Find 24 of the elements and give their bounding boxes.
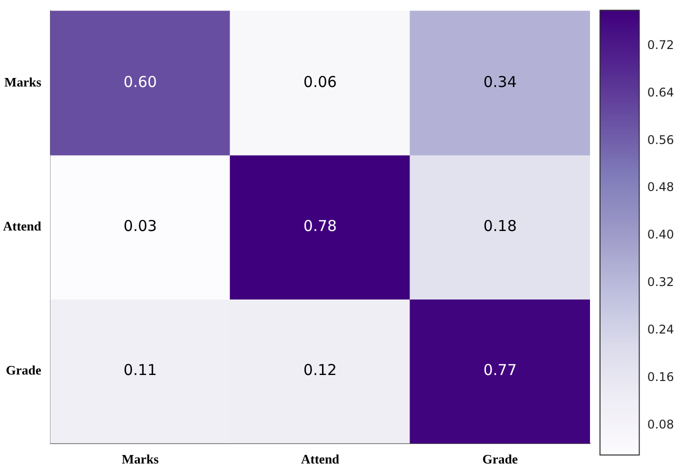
data-label: 0.03 xyxy=(124,216,157,235)
color-bar-label: 0.64 xyxy=(647,85,674,100)
data-label: 0.06 xyxy=(303,72,337,91)
x-tick-label: Attend xyxy=(301,452,340,467)
data-label: 0.18 xyxy=(483,216,517,235)
color-bar-label: 0.24 xyxy=(647,322,674,337)
color-bar-label: 0.40 xyxy=(647,228,674,242)
data-label: 0.11 xyxy=(124,361,157,380)
data-label: 0.34 xyxy=(483,72,517,91)
color-bar-label: 0.16 xyxy=(647,370,674,384)
color-bar-label: 0.56 xyxy=(647,132,674,147)
data-label: 0.77 xyxy=(483,361,517,380)
y-tick-label: Grade xyxy=(6,362,42,378)
data-label: 0.60 xyxy=(124,72,157,91)
x-tick-label: Grade xyxy=(482,452,518,467)
y-tick-label: Attend xyxy=(2,218,42,234)
color-bar-label: 0.72 xyxy=(647,38,674,52)
color-bar-label: 0.08 xyxy=(647,417,674,432)
y-tick-label: Marks xyxy=(4,74,42,90)
data-label: 0.78 xyxy=(303,216,337,235)
color-bar-label: 0.32 xyxy=(647,275,674,290)
data-label: 0.12 xyxy=(303,361,337,380)
x-tick-label: Marks xyxy=(122,452,159,467)
color-bar-label: 0.48 xyxy=(647,180,674,194)
